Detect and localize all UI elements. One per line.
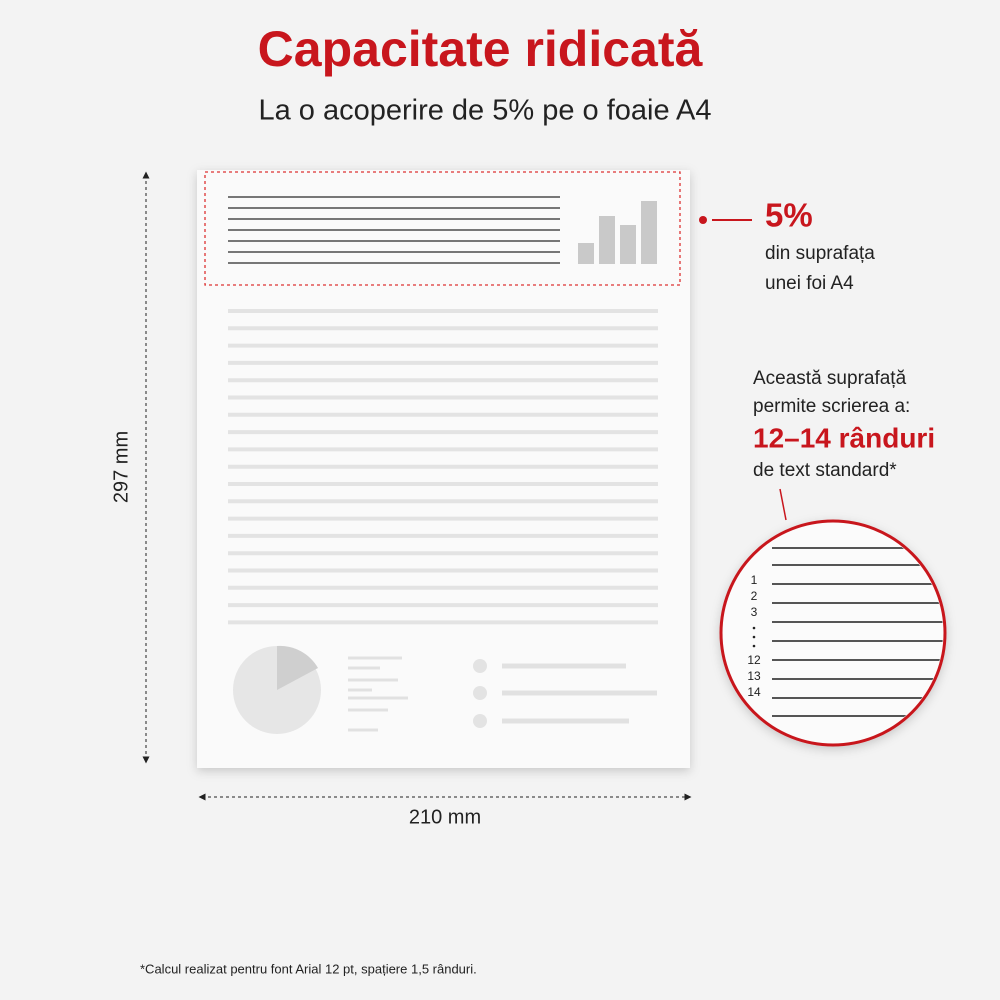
width-label: 210 mm xyxy=(409,806,481,828)
coverage-text: unei foi A4 xyxy=(765,273,854,294)
lines-outro: de text standard* xyxy=(753,460,897,481)
lines-intro: Această suprafață xyxy=(753,368,907,389)
bullet xyxy=(473,686,487,700)
magnifier-pointer xyxy=(779,488,787,521)
mini-bar xyxy=(641,201,657,264)
sheet-content xyxy=(228,196,658,734)
lines-intro: permite scrierea a: xyxy=(753,396,910,417)
line-number: 3 xyxy=(751,605,758,619)
ellipsis-dot xyxy=(752,644,756,648)
line-number: 1 xyxy=(751,573,758,587)
mini-bar xyxy=(620,225,636,264)
bullet xyxy=(473,714,487,728)
mini-bar xyxy=(599,216,615,264)
subtitle: La o acoperire de 5% pe o foaie A4 xyxy=(258,95,711,127)
height-label: 297 mm xyxy=(110,431,132,503)
line-number: 13 xyxy=(747,669,761,683)
mini-bar xyxy=(578,243,594,264)
coverage-text: din suprafața xyxy=(765,243,875,264)
line-number: 14 xyxy=(747,685,761,699)
mini-pie-slice xyxy=(277,645,318,690)
magnifier xyxy=(719,519,947,747)
line-number: 12 xyxy=(747,653,761,667)
ellipsis-dot xyxy=(752,626,756,630)
coverage-value: 5% xyxy=(765,197,813,234)
ellipsis-dot xyxy=(752,635,756,639)
bullet xyxy=(473,659,487,673)
lines-highlight: 12–14 rânduri xyxy=(753,422,935,453)
title: Capacitate ridicată xyxy=(258,21,704,77)
pointer-dot xyxy=(699,216,707,224)
footnote: *Calcul realizat pentru font Arial 12 pt… xyxy=(140,961,477,976)
line-number: 2 xyxy=(751,589,758,603)
